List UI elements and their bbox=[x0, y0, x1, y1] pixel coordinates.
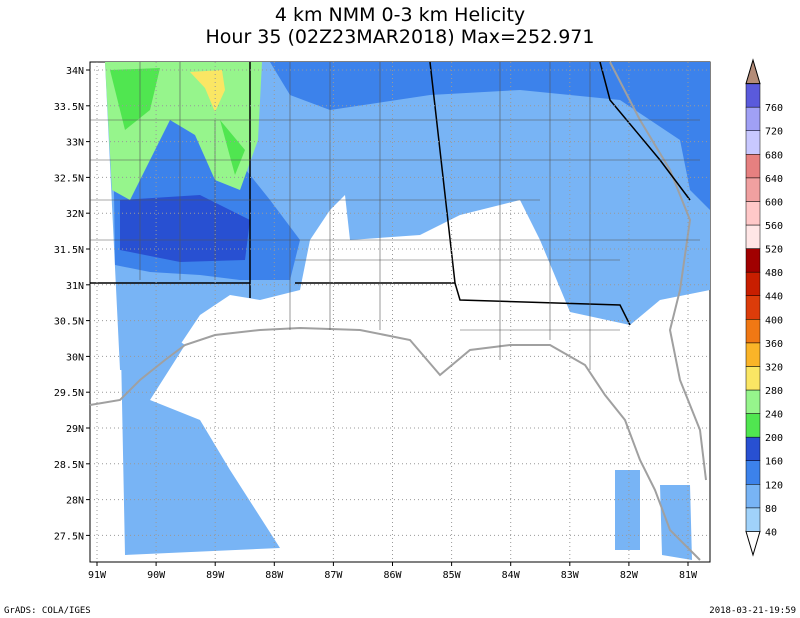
lat-label: 33N bbox=[66, 138, 84, 149]
map bbox=[86, 61, 711, 566]
lat-label: 34N bbox=[66, 66, 84, 77]
colorbar: 40 80 120 160 200 240 280 320 360 400 440 480 520 560… bbox=[745, 58, 783, 557]
lon-label: 81W bbox=[679, 570, 698, 581]
lon-label: 85W bbox=[443, 570, 462, 581]
colorbar-label: 680 bbox=[765, 150, 783, 161]
lat-label: 31N bbox=[66, 281, 84, 292]
graticule bbox=[86, 62, 710, 566]
colorbar-label: 320 bbox=[765, 362, 783, 373]
colorbar-box bbox=[745, 154, 761, 179]
colorbar-label: 360 bbox=[765, 339, 783, 350]
lat-label: 29N bbox=[66, 424, 84, 435]
colorbar-label: 120 bbox=[765, 480, 783, 491]
colorbar-label: 760 bbox=[765, 103, 783, 114]
lon-label: 87W bbox=[324, 570, 343, 581]
colorbar-box bbox=[745, 484, 761, 509]
lon-label: 83W bbox=[561, 570, 580, 581]
lon-label: 88W bbox=[265, 570, 284, 581]
lon-label: 84W bbox=[502, 570, 521, 581]
lat-label: 30N bbox=[66, 352, 84, 363]
helicity-160 bbox=[120, 195, 250, 262]
colorbar-box bbox=[745, 413, 761, 438]
colorbar-box bbox=[745, 106, 761, 131]
colorbar-label: 160 bbox=[765, 457, 783, 468]
colorbar-box bbox=[745, 248, 761, 273]
lat-label: 29.5N bbox=[54, 388, 84, 399]
lat-label: 33.5N bbox=[54, 102, 84, 113]
colorbar-triangle bbox=[745, 58, 761, 85]
lon-label: 86W bbox=[383, 570, 402, 581]
footer-right: 2018-03-21-19:59 bbox=[709, 606, 796, 616]
colorbar-label: 280 bbox=[765, 386, 783, 397]
colorbar-label: 600 bbox=[765, 197, 783, 208]
colorbar-box bbox=[745, 83, 761, 108]
colorbar-label: 40 bbox=[765, 527, 777, 538]
footer-left: GrADS: COLA/IGES bbox=[4, 606, 91, 616]
lon-label: 82W bbox=[620, 570, 639, 581]
title-line-1: 4 km NMM 0-3 km Helicity bbox=[275, 4, 525, 26]
colorbar-box bbox=[745, 295, 761, 320]
colorbar-label: 640 bbox=[765, 174, 783, 185]
colorbar-box bbox=[745, 366, 761, 391]
state-borders bbox=[90, 61, 691, 326]
colorbar-box bbox=[745, 319, 761, 344]
lat-label: 30.5N bbox=[54, 317, 84, 328]
helicity-80-atlantic bbox=[615, 470, 692, 560]
lon-label: 90W bbox=[147, 570, 166, 581]
colorbar-label: 720 bbox=[765, 127, 783, 138]
colorbar-box bbox=[745, 177, 761, 202]
lat-label: 27.5N bbox=[54, 531, 84, 542]
lon-label: 91W bbox=[88, 570, 107, 581]
colorbar-box bbox=[745, 389, 761, 414]
colorbar-box bbox=[745, 460, 761, 485]
colorbar-label: 560 bbox=[765, 221, 783, 232]
colorbar-box bbox=[745, 342, 761, 367]
colorbar-box bbox=[745, 130, 761, 155]
lon-label: 89W bbox=[206, 570, 225, 581]
colorbar-box bbox=[745, 271, 761, 296]
colorbar-box bbox=[745, 201, 761, 226]
lat-label: 31.5N bbox=[54, 245, 84, 256]
colorbar-label: 520 bbox=[765, 245, 783, 256]
lat-label: 28N bbox=[66, 496, 84, 507]
coastline bbox=[89, 61, 707, 561]
colorbar-box bbox=[745, 507, 761, 532]
colorbar-box bbox=[745, 224, 761, 249]
colorbar-label: 240 bbox=[765, 410, 783, 421]
lat-label: 32N bbox=[66, 209, 84, 220]
title-line-2: Hour 35 (02Z23MAR2018) Max=252.971 bbox=[206, 26, 595, 48]
county-borders bbox=[90, 62, 700, 370]
colorbar-triangle bbox=[745, 530, 761, 557]
colorbar-label: 80 bbox=[765, 504, 777, 515]
helicity-200b bbox=[110, 68, 245, 175]
colorbar-box bbox=[745, 436, 761, 461]
helicity-240 bbox=[190, 70, 225, 112]
colorbar-label: 480 bbox=[765, 268, 783, 279]
lat-label: 28.5N bbox=[54, 460, 84, 471]
colorbar-label: 440 bbox=[765, 292, 783, 303]
lat-label: 32.5N bbox=[54, 173, 84, 184]
colorbar-label: 400 bbox=[765, 315, 783, 326]
colorbar-label: 200 bbox=[765, 433, 783, 444]
